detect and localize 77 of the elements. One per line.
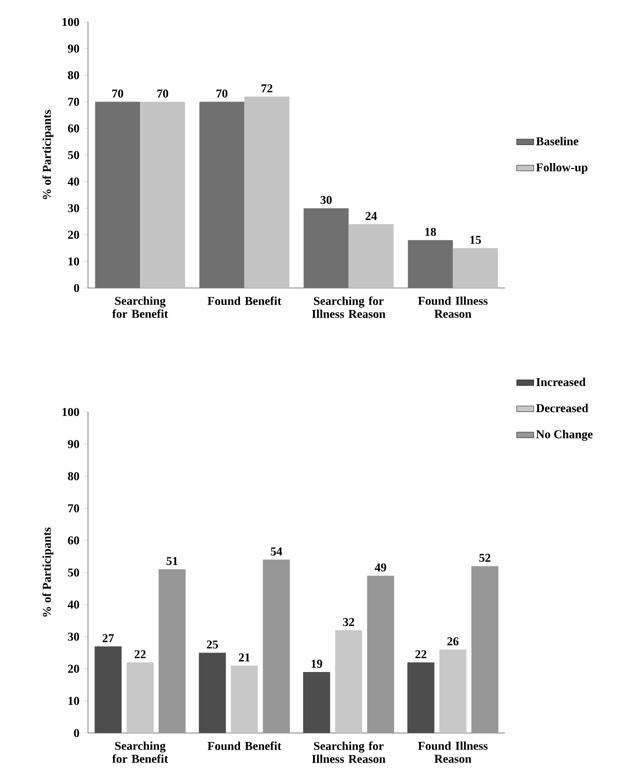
y-tick-label: 20 xyxy=(68,230,80,239)
y-tick-label: 70 xyxy=(68,504,80,512)
y-tick-label: 50 xyxy=(68,150,80,160)
data-label: 70 xyxy=(216,89,228,98)
bar xyxy=(335,630,362,733)
bar xyxy=(244,96,290,288)
x-tick-label: Found Illness Reason xyxy=(418,296,488,318)
y-tick-label: 10 xyxy=(68,257,80,266)
bar xyxy=(95,102,140,288)
bar xyxy=(407,662,434,733)
y-tick-label: 60 xyxy=(68,536,80,544)
bar xyxy=(198,652,226,733)
bar xyxy=(408,240,453,288)
data-label: 51 xyxy=(166,557,178,566)
data-label: 26 xyxy=(447,637,459,646)
y-tick-label: 100 xyxy=(62,408,80,416)
x-tick-label: Searching for Illness Reason xyxy=(312,741,386,764)
data-label: 52 xyxy=(479,554,490,562)
x-tick-label: Searching for Benefit xyxy=(112,296,168,318)
data-label: 25 xyxy=(206,640,218,649)
data-label: 18 xyxy=(425,228,436,236)
y-tick-label: 0 xyxy=(74,728,80,738)
data-label: 49 xyxy=(374,563,386,572)
x-tick-label: Found Illness Reason xyxy=(418,741,488,763)
bar xyxy=(367,576,394,733)
y-axis-title: % of Participants xyxy=(42,110,54,200)
bar xyxy=(158,569,186,733)
data-label: 22 xyxy=(415,650,426,658)
legend-label: Decreased xyxy=(536,404,588,412)
legend-label: Baseline xyxy=(536,136,578,146)
legend-label: No Change xyxy=(536,430,593,441)
data-label: 21 xyxy=(238,653,250,662)
y-tick-label: 80 xyxy=(68,71,80,80)
data-label: 24 xyxy=(366,212,377,220)
legend-label: Increased xyxy=(536,378,586,386)
bar xyxy=(230,666,258,733)
bar xyxy=(452,248,498,288)
y-tick-label: 30 xyxy=(68,204,80,212)
bar xyxy=(348,224,394,288)
legend-label: Follow-up xyxy=(536,162,588,174)
data-label: 15 xyxy=(470,236,481,244)
bar xyxy=(262,560,290,733)
bar xyxy=(94,646,122,733)
y-axis-title: % of Participants xyxy=(42,527,54,617)
data-label: 54 xyxy=(270,547,282,556)
bar xyxy=(126,662,154,733)
y-tick-label: 50 xyxy=(68,568,80,577)
bar xyxy=(471,566,498,733)
y-tick-label: 30 xyxy=(68,632,80,641)
data-label: 30 xyxy=(320,196,332,204)
data-label: 32 xyxy=(343,618,354,626)
y-tick-label: 40 xyxy=(68,178,80,186)
y-tick-label: 80 xyxy=(68,472,80,480)
y-tick-label: 20 xyxy=(68,664,80,673)
bar xyxy=(140,102,186,288)
data-label: 22 xyxy=(134,650,146,658)
bar xyxy=(303,672,330,733)
bar xyxy=(199,102,244,288)
y-tick-label: 10 xyxy=(68,696,80,705)
bar xyxy=(304,208,349,288)
y-tick-label: 90 xyxy=(68,440,80,448)
data-label: 72 xyxy=(262,84,272,92)
data-label: 27 xyxy=(102,634,114,642)
y-tick-label: 0 xyxy=(74,284,80,292)
x-tick-label: Searching for Benefit xyxy=(112,741,168,763)
y-tick-label: 40 xyxy=(68,600,80,609)
bar xyxy=(439,650,466,733)
y-tick-label: 70 xyxy=(68,98,80,106)
y-tick-label: 60 xyxy=(68,124,80,132)
x-tick-label: Found Benefit xyxy=(208,741,282,750)
x-tick-label: Found Benefit xyxy=(208,296,282,306)
x-tick-label: Searching for Illness Reason xyxy=(312,296,386,318)
data-label: 70 xyxy=(157,89,168,98)
y-tick-label: 100 xyxy=(62,18,80,26)
data-label: 19 xyxy=(312,660,322,668)
data-label: 70 xyxy=(112,89,124,98)
y-tick-label: 90 xyxy=(68,44,80,53)
